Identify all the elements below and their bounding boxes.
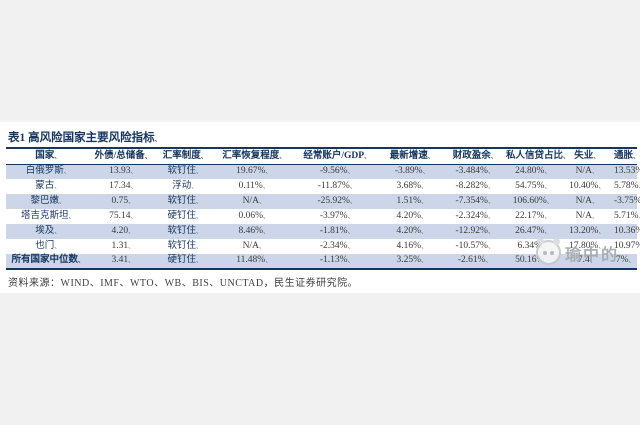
table-cell: -2.324%、	[455, 210, 495, 221]
table-cell: -1.13%、	[294, 254, 380, 270]
table-cell: 白俄罗斯、	[25, 166, 71, 176]
table-header-cell: 通胀、	[614, 147, 640, 165]
table-header-cell: 最新增速、	[380, 147, 444, 165]
table-cell: N/A、	[242, 195, 266, 206]
risk-indicator-table: 国家、 外债/总储备、 汇率制度、 汇率恢复程度、 经常账户/GDP、 最新增速、 财政盈余…	[6, 147, 640, 270]
table-cell: -2.34%、	[319, 240, 355, 251]
table-row: 所有国家中位数、 3.41、 硬钉住、 11.48%、 -1.13%、 3.25%、 -2.…	[6, 254, 637, 270]
table-cell: 10.36%、	[614, 225, 640, 236]
table-cell: -25.92%、	[317, 195, 357, 206]
table-row: 塔吉克斯坦、 75.14、 硬钉住、 0.06%、 -3.97%、 4.20%、 -2.32…	[6, 209, 640, 224]
source-note: 资料来源：WIND、IMF、WTO、WB、BIS、UNCTAD，民生证券研究院。	[8, 278, 359, 289]
table-cell: 浮动、	[172, 180, 198, 191]
table-cell: 5.78%、	[614, 180, 640, 191]
table-cell: 4.20%、	[396, 225, 428, 236]
table-cell: 24.80%、	[515, 166, 551, 176]
table-title-text: 表1 高风险国家主要风险指标	[8, 132, 155, 144]
table-row: 黎巴嫩、 0.75、 软钉住、 N/A、 -25.92%、 1.51%、 -7.354%、 1…	[6, 194, 640, 209]
table-cell: 软钉住、	[167, 240, 203, 251]
table-cell: 106.60%、	[512, 195, 554, 206]
table-cell: 11.48%、	[214, 254, 294, 270]
table-row: 也门、 1.31、 软钉住、 N/A、 -2.34%、 4.16%、 -10.57%、 6.3…	[6, 239, 640, 254]
table-row: 蒙古、 17.34、 浮动、 0.11%、 -11.87%、 3.68%、 -8.282%、…	[6, 179, 640, 194]
table-cell: 7%、	[614, 254, 637, 270]
table-cell: 硬钉住、	[156, 254, 214, 270]
table-cell: 1.51%、	[396, 195, 428, 206]
table-cell: 软钉住、	[167, 195, 203, 206]
table-cell: 3.68%、	[396, 180, 428, 191]
table-cell: 22.17%、	[515, 210, 551, 221]
table-cell: 17.34、	[109, 180, 137, 191]
table-cell: -11.87%、	[317, 180, 357, 191]
table-cell: 0.75、	[111, 195, 135, 206]
table-cell: 5.71%、	[614, 210, 640, 221]
table-cell: 7.4、	[560, 254, 614, 270]
table-cell: 0.11%、	[238, 180, 270, 191]
table-cell: 软钉住、	[167, 225, 203, 236]
panda-face-icon	[536, 238, 561, 265]
table-cell: -7.354%、	[455, 195, 495, 206]
table-cell: 54.75%、	[515, 180, 551, 191]
table-row: 白俄罗斯、 13.93、 软钉住、 19.67%、 -9.56%、 -3.89%、 -3.4…	[6, 164, 640, 179]
table-cell: 所有国家中位数、	[6, 254, 90, 270]
table-cell: 10.97%、	[614, 240, 640, 251]
table-cell: 也门、	[35, 240, 61, 251]
table-cell: 塔吉克斯坦、	[20, 210, 75, 221]
table-cell: 4.20、	[111, 225, 135, 236]
table-header-row: 国家、 外债/总储备、 汇率制度、 汇率恢复程度、 经常账户/GDP、 最新增速、 财政盈余…	[6, 147, 640, 165]
watermark: 瑜中的	[536, 238, 620, 265]
table-body: 白俄罗斯、 13.93、 软钉住、 19.67%、 -9.56%、 -3.89%、 -3.4…	[6, 164, 640, 270]
table-cell: 10.40%、	[569, 180, 605, 191]
table-cell: 埃及、	[35, 225, 61, 236]
table-cell: -3.484%、	[455, 166, 495, 176]
table-cell: 黎巴嫩、	[30, 195, 66, 206]
table-cell: -2.61%、	[444, 254, 506, 270]
table-cell: N/A、	[575, 195, 599, 206]
table-cell: 4.16%、	[396, 240, 428, 251]
table-cell: -3.97%、	[319, 210, 355, 221]
table-header-cell: 失业、	[560, 147, 614, 165]
watermark-text: 瑜中的	[565, 246, 620, 264]
table-cell: N/A、	[575, 166, 599, 176]
table-cell: 1.31、	[111, 240, 135, 251]
table-cell: 13.93、	[109, 166, 137, 176]
table-cell: -8.282%、	[455, 180, 495, 191]
table-header-cell: 私人信贷占比、	[506, 147, 570, 165]
table-cell: 硬钉住、	[167, 210, 203, 221]
title-end-mark: 、	[154, 136, 162, 143]
table-cell: -3.89%、	[394, 166, 430, 176]
table-cell: 3.41、	[90, 254, 156, 270]
table-cell: -9.56%、	[319, 166, 355, 176]
table-cell: -1.81%、	[319, 225, 355, 236]
table-cell: 软钉住、	[167, 166, 203, 176]
table-cell: 4.20%、	[396, 210, 428, 221]
table-header-cell: 汇率制度、	[156, 147, 214, 165]
table-header-cell: 国家、	[6, 147, 90, 165]
table-cell: 13.20%、	[569, 225, 605, 236]
table-header-cell: 外债/总储备、	[90, 147, 156, 165]
table-cell: 75.14、	[109, 210, 137, 221]
table-header-cell: 财政盈余、	[444, 147, 506, 165]
table-cell: 17.80%、	[569, 240, 605, 251]
table-cell: 0.06%、	[238, 210, 270, 221]
table-header-cell: 汇率恢复程度、	[214, 147, 294, 165]
table-cell: -10.57%、	[455, 240, 495, 251]
table-cell: 13.53%、	[614, 166, 640, 176]
table-cell: 蒙古、	[35, 180, 61, 191]
table-cell: 8.46%、	[238, 225, 270, 236]
table-header-cell: 经常账户/GDP、	[294, 147, 380, 165]
table-row: 埃及、 4.20、 软钉住、 8.46%、 -1.81%、 4.20%、 -12.92%、 2…	[6, 224, 640, 239]
table-title: 表1 高风险国家主要风险指标、	[8, 129, 161, 145]
table-cell: 3.25%、	[380, 254, 444, 270]
table-cell: -3.75%、	[614, 195, 640, 206]
table-cell: -12.92%、	[455, 225, 495, 236]
table-cell: 26.47%、	[515, 225, 551, 236]
table-cell: N/A、	[242, 240, 266, 251]
table-cell: N/A、	[575, 210, 599, 221]
table-cell: 19.67%、	[236, 166, 272, 176]
